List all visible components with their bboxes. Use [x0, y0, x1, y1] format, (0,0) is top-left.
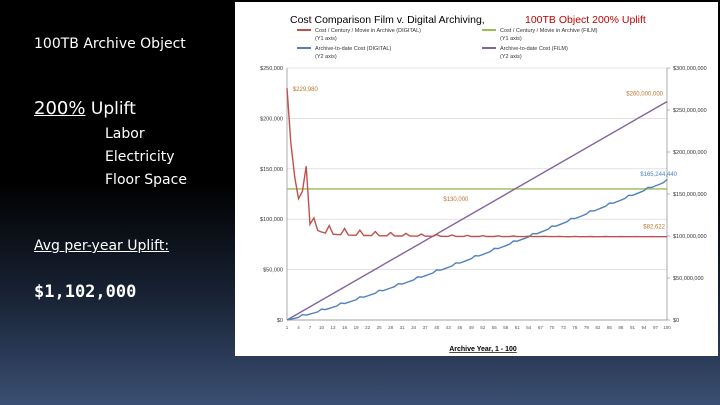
x-tick-label: 82	[595, 325, 601, 330]
uplift-heading: 200% Uplift	[34, 98, 136, 119]
legend-label-4: Archive-to-date Cost (FILM)	[500, 46, 568, 52]
chart-axes: $0 $50,000 $100,000 $150,000 $200,000 $250,00…	[260, 66, 707, 330]
x-tick-label: 28	[388, 325, 394, 330]
x-tick-label: 19	[354, 325, 360, 330]
legend-label-3: Archive-to-date Cost (DIGITAL)	[315, 46, 391, 52]
left-tick-label: $0	[277, 318, 283, 324]
factor-labor: Labor	[105, 126, 145, 142]
x-tick-label: 16	[342, 325, 348, 330]
legend-sub-4: (Y2 axis)	[500, 54, 522, 60]
annotation-digital-cumulative-end: $165,244,440	[640, 172, 677, 178]
cost-comparison-chart: Cost Comparison Film v. Digital Archivin…	[260, 14, 707, 353]
x-tick-label: 46	[457, 325, 463, 330]
left-tick-label: $50,000	[263, 268, 283, 274]
x-tick-label: 40	[434, 325, 440, 330]
right-tick-label: $250,000,000	[673, 108, 707, 114]
factor-floor-space: Floor Space	[105, 172, 187, 188]
x-tick-label: 94	[641, 325, 647, 330]
x-tick-label: 52	[480, 325, 486, 330]
x-tick-label: 37	[423, 325, 429, 330]
right-tick-label: $100,000,000	[673, 234, 707, 240]
x-tick-label: 100	[663, 325, 671, 330]
x-tick-label: 58	[503, 325, 509, 330]
slide-text-panel: 100TB Archive Object 200% Uplift Labor E…	[0, 0, 232, 405]
x-tick-label: 10	[319, 325, 325, 330]
avg-uplift-label: Avg per-year Uplift:	[34, 238, 170, 254]
x-tick-label: 34	[411, 325, 417, 330]
right-tick-label: $200,000,000	[673, 150, 707, 156]
annotation-digital-start: $229,980	[293, 87, 319, 93]
annotation-film-per-movie: $130,000	[443, 197, 469, 203]
legend-sub-3: (Y2 axis)	[315, 54, 337, 60]
x-tick-label: 31	[400, 325, 406, 330]
chart-panel: Cost Comparison Film v. Digital Archivin…	[235, 2, 718, 356]
series-digital-cumulative	[286, 178, 668, 321]
chart-gridlines	[287, 67, 667, 321]
x-tick-label: 22	[365, 325, 371, 330]
right-tick-label: $50,000,000	[673, 276, 704, 282]
x-tick-label: 88	[618, 325, 624, 330]
x-tick-label: 97	[653, 325, 659, 330]
left-tick-label: $100,000	[260, 217, 283, 223]
legend-sub-2: (Y1 axis)	[500, 36, 522, 42]
factor-electricity: Electricity	[105, 149, 175, 165]
chart-series	[286, 88, 668, 321]
chart-title-black: Cost Comparison Film v. Digital Archivin…	[290, 14, 485, 26]
x-tick-label: 64	[526, 325, 532, 330]
x-tick-label: 49	[469, 325, 475, 330]
x-tick-label: 73	[561, 325, 567, 330]
x-tick-label: 85	[607, 325, 613, 330]
x-tick-label: 61	[515, 325, 521, 330]
x-tick-label: 55	[492, 325, 498, 330]
x-tick-label: 67	[538, 325, 544, 330]
avg-uplift-value: $1,102,000	[34, 282, 137, 302]
left-tick-label: $200,000	[260, 116, 283, 122]
x-tick-label: 79	[584, 325, 590, 330]
chart-title-red: 100TB Object 200% Uplift	[525, 14, 646, 26]
legend-sub-1: (Y1 axis)	[315, 36, 337, 42]
x-tick-label: 91	[630, 325, 636, 330]
x-tick-label: 76	[572, 325, 578, 330]
chart-legend: Cost / Century / Movie in Archive (DIGIT…	[297, 28, 598, 60]
uplift-word: Uplift	[90, 99, 136, 119]
chart-annotations: $229,980 $260,000,000 $165,244,440 $130,000…	[293, 87, 678, 231]
left-tick-label: $150,000	[260, 167, 283, 173]
x-tick-label: 4	[297, 325, 300, 330]
right-tick-label: $150,000,000	[673, 192, 707, 198]
x-tick-label: 43	[446, 325, 452, 330]
annotation-film-cumulative-end: $260,000,000	[626, 92, 663, 98]
legend-label-2: Cost / Century / Movie in Archive (FILM)	[500, 28, 598, 34]
legend-label-1: Cost / Century / Movie in Archive (DIGIT…	[315, 28, 421, 34]
x-axis-label: Archive Year, 1 - 100	[449, 346, 517, 353]
x-tick-label: 7	[309, 325, 312, 330]
series-film-cumulative	[286, 100, 668, 321]
uplift-percent: 200%	[34, 98, 86, 119]
x-tick-label: 13	[331, 325, 337, 330]
series-digital-per-movie	[286, 88, 667, 238]
x-tick-label: 1	[286, 325, 289, 330]
annotation-digital-end: $82,622	[643, 225, 665, 231]
slide-title: 100TB Archive Object	[34, 36, 186, 52]
left-tick-label: $250,000	[260, 66, 283, 72]
right-tick-label: $300,000,000	[673, 66, 707, 72]
right-tick-label: $0	[673, 318, 679, 324]
x-tick-label: 25	[377, 325, 383, 330]
x-tick-label: 70	[549, 325, 555, 330]
